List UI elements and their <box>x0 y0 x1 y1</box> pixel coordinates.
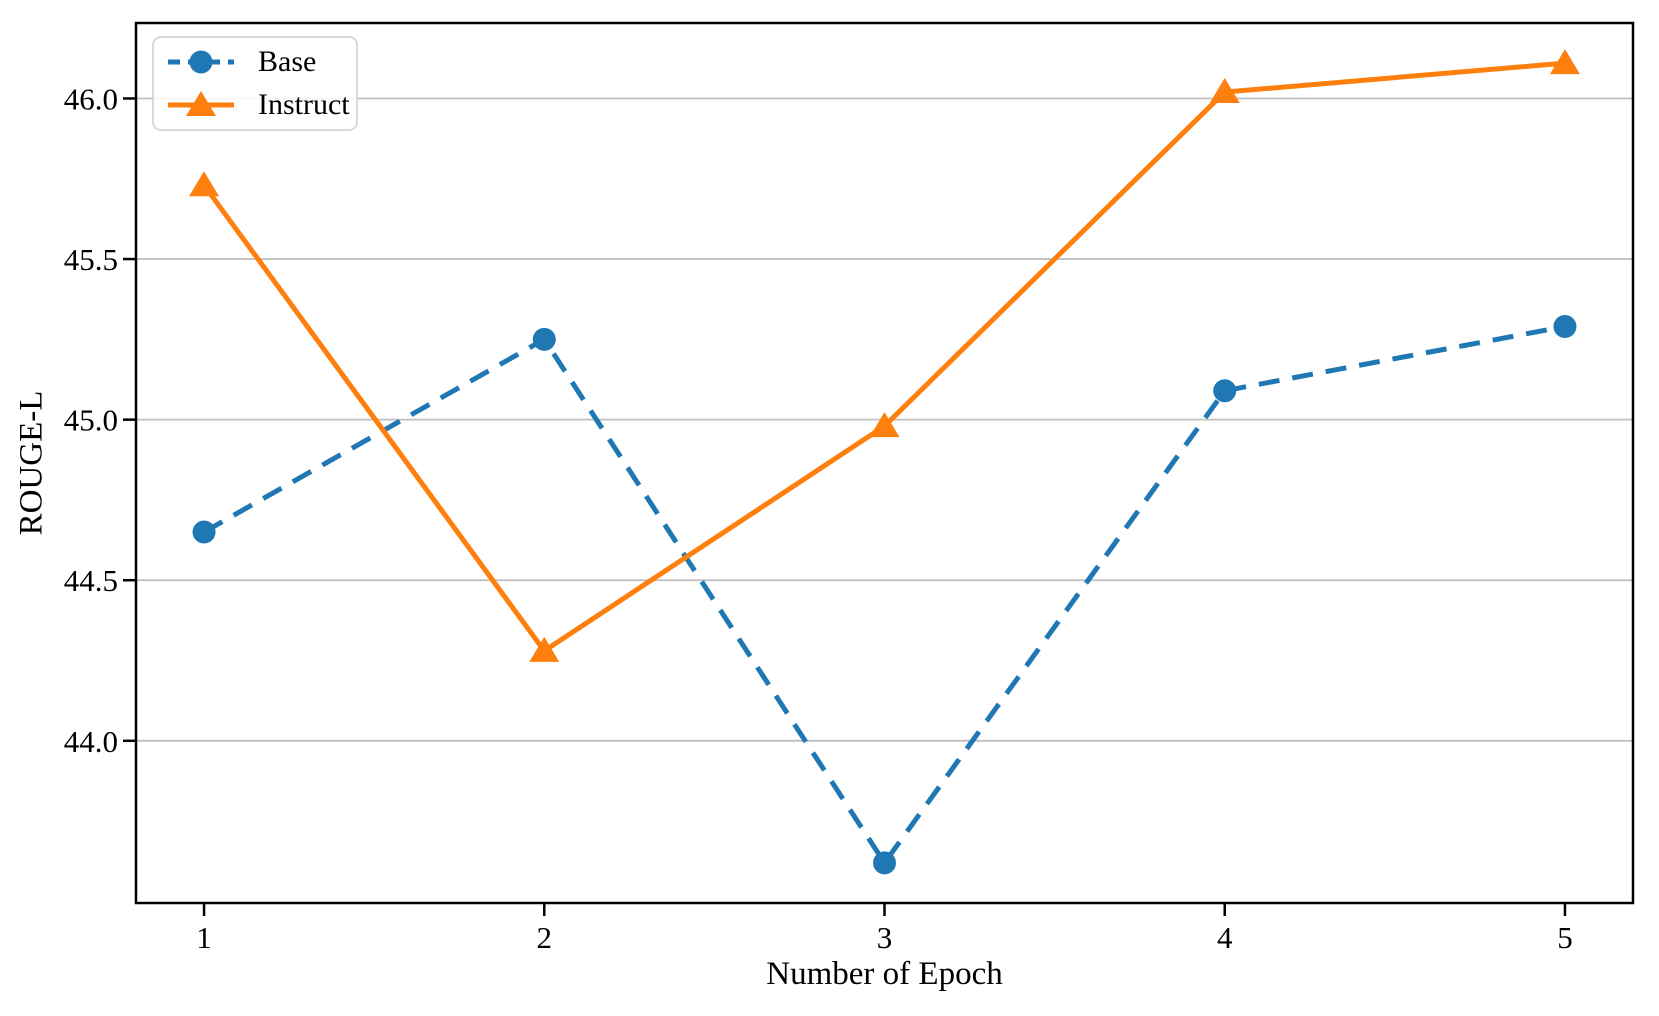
legend-item-instruct: Instruct <box>166 88 350 122</box>
y-tick-label: 45.0 <box>64 403 118 438</box>
legend-key-base-icon <box>168 50 234 74</box>
y-tick-label: 44.5 <box>64 563 118 598</box>
data-point-instruct-1 <box>189 171 220 197</box>
data-point-base-2 <box>532 327 556 351</box>
data-point-base-1 <box>192 520 216 544</box>
data-point-instruct-2 <box>529 636 560 662</box>
plot-border <box>134 21 1635 905</box>
series-line-instruct <box>202 60 1566 655</box>
data-point-instruct-5 <box>1549 49 1580 75</box>
data-point-instruct-4 <box>1209 78 1240 104</box>
y-tick-label: 45.5 <box>64 242 118 277</box>
x-axis-label: Number of Epoch <box>766 956 1003 992</box>
legend: Base Instruct <box>152 36 358 131</box>
x-tick-label: 4 <box>1217 920 1233 955</box>
legend-item-base: Base <box>166 45 344 79</box>
data-point-base-3 <box>873 851 896 875</box>
y-axis-label: ROUGE-L <box>13 390 50 536</box>
y-tick-label: 44.0 <box>64 724 118 759</box>
legend-key-instruct-icon <box>168 91 234 116</box>
data-point-base-5 <box>1553 315 1577 339</box>
legend-label-instruct: Instruct <box>258 88 350 121</box>
y-tick-label: 46.0 <box>64 81 118 116</box>
data-point-instruct-3 <box>869 412 900 438</box>
series-line-base <box>202 324 1566 868</box>
x-tick-label: 3 <box>877 920 893 955</box>
x-tick-label: 2 <box>537 920 553 955</box>
data-point-base-4 <box>1213 379 1237 403</box>
x-tick-label: 5 <box>1557 920 1573 955</box>
legend-label-base: Base <box>258 45 317 78</box>
x-tick-label: 1 <box>196 920 212 955</box>
